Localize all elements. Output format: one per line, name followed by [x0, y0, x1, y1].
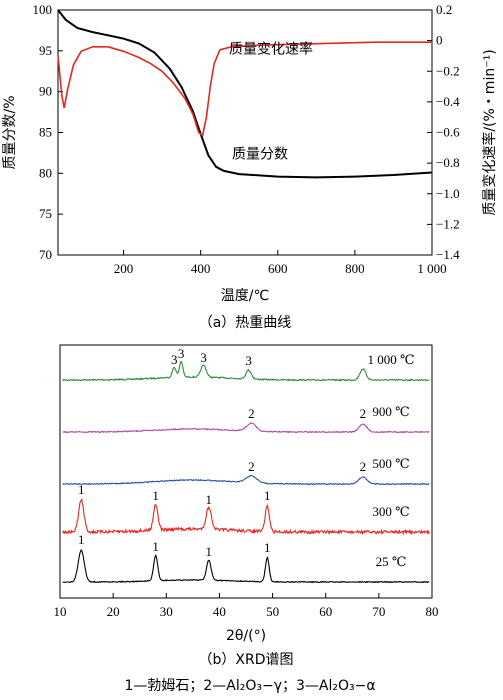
- tg-right-tick-label: −0.8: [436, 155, 460, 170]
- xrd-x-axis-label: 2θ/(°): [226, 628, 266, 644]
- xrd-temperature-label: 500 ℃: [372, 456, 409, 471]
- xrd-plot-frame: [59, 344, 433, 599]
- tg-right-tick-label: −0.4: [436, 94, 460, 109]
- xrd-x-tick-label: 10: [54, 604, 67, 619]
- tg-x-axis-label: 温度/℃: [221, 288, 269, 304]
- xrd-x-tick-label: 60: [319, 604, 332, 619]
- xrd-peak-label: 3: [200, 350, 207, 365]
- tg-right-tick-label: −1.4: [436, 247, 460, 262]
- xrd-trace: [62, 497, 430, 536]
- xrd-trace: [62, 422, 430, 434]
- xrd-peak-label: 3: [245, 353, 252, 368]
- xrd-x-tick-label: 20: [107, 604, 120, 619]
- xrd-peak-label: 1: [264, 488, 271, 503]
- tg-chart: 200 400 600 800 1 000 70 75 80 85 90 95 100 −1.4 −1.2…: [2, 2, 498, 331]
- tg-right-tick-label: 0: [436, 33, 443, 48]
- xrd-temperature-label: 300 ℃: [372, 504, 409, 519]
- xrd-temperature-label: 900 ℃: [372, 404, 409, 419]
- tg-caption: （a）热重曲线: [199, 315, 292, 331]
- tg-left-tick-label: 95: [39, 43, 52, 58]
- tg-left-axis-label: 质量分数/%: [2, 95, 18, 169]
- tg-right-tick-label: −1.2: [436, 216, 460, 231]
- tg-left-tick-label: 75: [39, 206, 52, 221]
- tg-left-tick-label: 100: [33, 2, 53, 17]
- xrd-peak-label: 2: [360, 459, 367, 474]
- mass-rate-annotation: 质量变化速率: [229, 40, 313, 57]
- xrd-peak-label: 2: [248, 459, 255, 474]
- xrd-peak-label: 1: [264, 540, 271, 555]
- tg-right-tick-label: 0.2: [436, 2, 452, 17]
- tg-left-tick-label: 85: [39, 125, 52, 140]
- xrd-peak-label: 1: [152, 539, 159, 554]
- tg-left-tick-label: 80: [39, 165, 52, 180]
- tg-right-tick-label: −1.0: [436, 186, 460, 201]
- xrd-trace: [62, 360, 430, 382]
- tg-left-tick-label: 70: [39, 247, 52, 262]
- xrd-peak-label: 2: [360, 406, 367, 421]
- xrd-peak-label: 2: [248, 406, 255, 421]
- tg-x-tick-label: 800: [345, 261, 365, 276]
- tg-right-tick-label: −0.6: [436, 125, 460, 140]
- tg-right-tick-label: −0.2: [436, 63, 460, 78]
- xrd-peak-label: 3: [178, 346, 185, 361]
- xrd-peak-label: 1: [78, 532, 85, 547]
- xrd-x-tick-label: 40: [213, 604, 226, 619]
- xrd-temperature-label: 25 ℃: [376, 554, 407, 569]
- tg-right-axis-label: 质量变化速率/(%・min⁻¹): [481, 49, 498, 215]
- tg-x-tick-label: 1 000: [417, 261, 446, 276]
- xrd-caption: （b）XRD谱图: [199, 652, 294, 668]
- mass-rate-line: [57, 41, 432, 138]
- mass-fraction-line: [57, 9, 433, 179]
- xrd-peak-label: 1: [206, 492, 213, 507]
- mass-fraction-annotation: 质量分数: [232, 147, 288, 163]
- tg-x-tick-label: 400: [191, 261, 211, 276]
- phase-legend-note: 1—勃姆石；2—Al₂O₃−γ；3—Al₂O₃−α: [124, 678, 375, 694]
- xrd-temperature-label: 1 000 ℃: [367, 352, 414, 367]
- xrd-x-tick-label: 30: [160, 604, 173, 619]
- tg-x-tick-label: 200: [114, 261, 134, 276]
- xrd-x-tick-label: 80: [426, 604, 439, 619]
- xrd-peak-label: 1: [206, 544, 213, 559]
- tg-left-tick-label: 90: [39, 84, 52, 99]
- xrd-peak-label: 3: [171, 352, 178, 367]
- tg-x-tick-label: 600: [268, 261, 288, 276]
- xrd-trace: [62, 549, 430, 584]
- xrd-trace: [62, 474, 430, 486]
- xrd-peak-label: 1: [152, 488, 159, 503]
- xrd-x-tick-label: 70: [372, 604, 385, 619]
- xrd-peak-label: 1: [78, 482, 85, 497]
- xrd-x-tick-label: 50: [266, 604, 279, 619]
